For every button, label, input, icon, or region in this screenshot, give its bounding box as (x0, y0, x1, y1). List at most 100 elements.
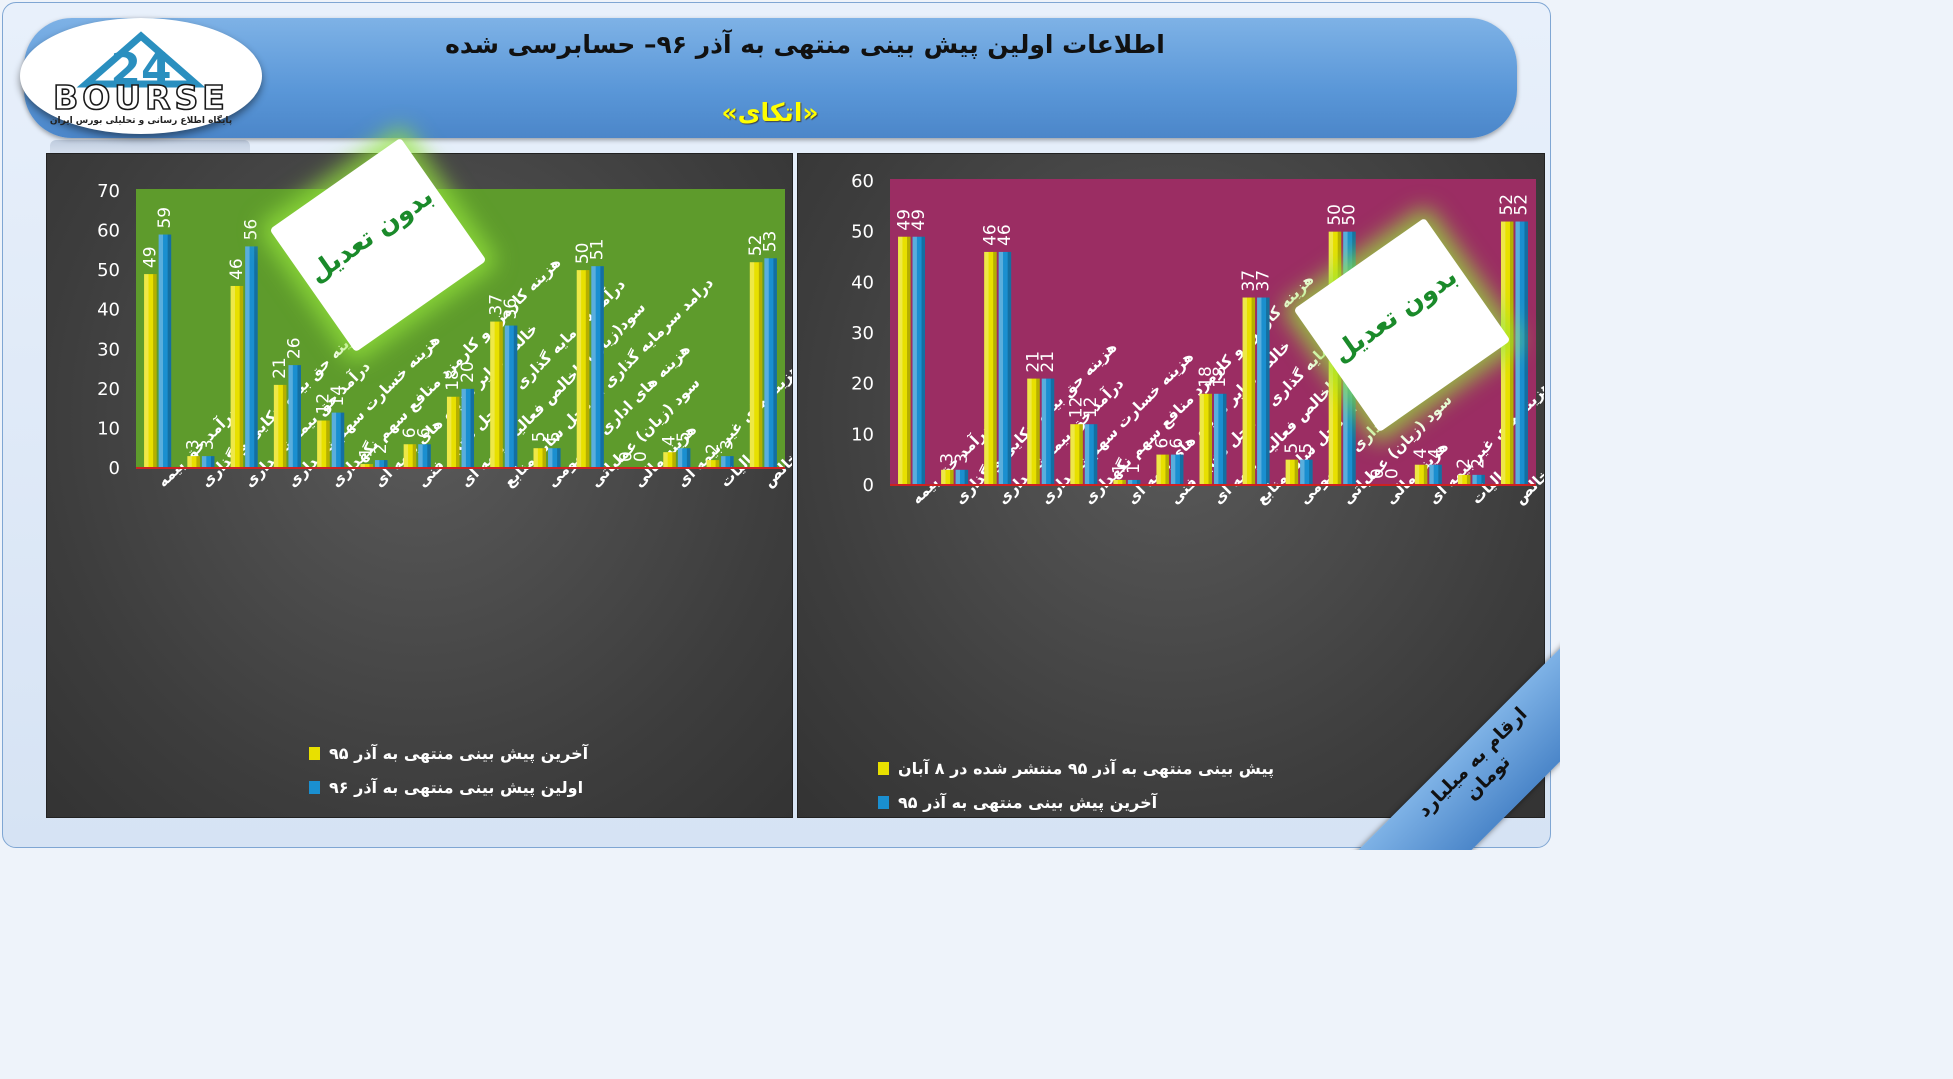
bar-highlight (1414, 464, 1420, 485)
data-label: 3 (952, 453, 972, 464)
bar (663, 452, 676, 468)
bar-highlight (533, 448, 538, 468)
bar-shade (715, 460, 720, 468)
bar (548, 448, 561, 468)
bar-shade (672, 452, 676, 468)
bar-shade (1165, 454, 1169, 485)
data-label: 50 (573, 243, 593, 265)
bar-highlight (677, 448, 683, 468)
bar-shade (1466, 474, 1471, 485)
bar (504, 325, 518, 468)
bar-highlight (1170, 454, 1176, 485)
y-tick-label: 20 (851, 374, 874, 395)
bar-shade (1007, 251, 1012, 485)
y-tick-label: 30 (851, 323, 874, 344)
bar (288, 365, 301, 468)
bar-shade (254, 246, 258, 468)
data-label: 0 (1368, 468, 1388, 479)
data-label: 52 (746, 235, 766, 257)
bar-highlight (331, 412, 337, 468)
bar-shade (730, 456, 734, 468)
bar (331, 412, 345, 468)
bar-shade (542, 448, 547, 468)
bar-shade (1438, 464, 1442, 485)
bar-highlight (504, 325, 510, 468)
logo-tagline: پایگاه اطلاع رسانی و تحلیلی بورس ایران (49, 116, 233, 126)
data-label: 4 (660, 435, 680, 446)
bar-highlight (663, 452, 668, 468)
data-label: 52 (1512, 194, 1532, 216)
no-adjustment-label-left: بدون تعدیل (303, 181, 439, 289)
bar (998, 251, 1012, 485)
bar (912, 236, 926, 485)
bar-shade (585, 270, 590, 468)
bar (1414, 464, 1428, 485)
bar (984, 251, 997, 485)
bar-highlight (187, 456, 192, 468)
bar-shade (1509, 221, 1514, 485)
bar (677, 448, 691, 468)
bar-shade (557, 448, 561, 468)
data-label: 12 (1067, 397, 1087, 419)
bar-shade (758, 262, 763, 468)
bar (1199, 393, 1212, 485)
data-label: 21 (1023, 351, 1043, 373)
bar (1041, 378, 1055, 485)
data-label: 4 (1411, 448, 1431, 459)
bar-highlight (201, 456, 207, 468)
bar (360, 464, 373, 468)
bar-shade (1208, 393, 1212, 485)
data-label: 59 (155, 207, 175, 229)
data-label: 51 (588, 239, 608, 261)
bar-highlight (418, 444, 423, 468)
data-label: 2 (371, 443, 391, 454)
data-label: 52 (1497, 194, 1517, 216)
bar-highlight (749, 262, 755, 468)
bar (1242, 297, 1256, 485)
bar-shade (196, 456, 200, 468)
bar (418, 444, 431, 468)
bar-shade (907, 236, 911, 485)
bar-highlight (490, 321, 495, 468)
y-tick-label: 30 (97, 339, 120, 360)
bar (403, 444, 417, 468)
bar-shade (773, 258, 777, 468)
bar-shade (282, 384, 287, 468)
bar (1515, 221, 1528, 485)
bar-highlight (898, 236, 903, 485)
bar (1257, 297, 1270, 485)
bar-highlight (288, 365, 293, 468)
bar (144, 274, 157, 468)
bar-highlight (1214, 393, 1219, 485)
bar-highlight (1070, 424, 1075, 485)
bar-shade (1079, 424, 1083, 485)
bar-highlight (1041, 378, 1047, 485)
bar-highlight (1472, 474, 1477, 485)
y-tick-label: 60 (851, 171, 874, 192)
bar-shade (1423, 464, 1428, 485)
bar (1070, 424, 1083, 485)
bar (1084, 424, 1098, 485)
data-label: 3 (184, 439, 204, 450)
bar-highlight (158, 234, 164, 468)
bar (1472, 474, 1485, 485)
y-tick-label: 0 (863, 475, 874, 496)
bar (1214, 393, 1227, 485)
header-banner (24, 18, 1517, 138)
data-label: 37 (486, 294, 506, 316)
data-label: 5 (1282, 443, 1302, 454)
bar-highlight (721, 456, 726, 468)
bar-shade (239, 285, 244, 468)
logo-word: BOURSE (52, 77, 229, 118)
bar-shade (993, 251, 997, 485)
bar (749, 262, 763, 468)
bar (1300, 459, 1313, 485)
bar (158, 234, 172, 468)
bar (1285, 459, 1299, 485)
bar-highlight (998, 251, 1004, 485)
bar-shade (1122, 479, 1126, 485)
bar-highlight (955, 469, 960, 485)
bar-highlight (912, 236, 917, 485)
bar (1457, 474, 1471, 485)
